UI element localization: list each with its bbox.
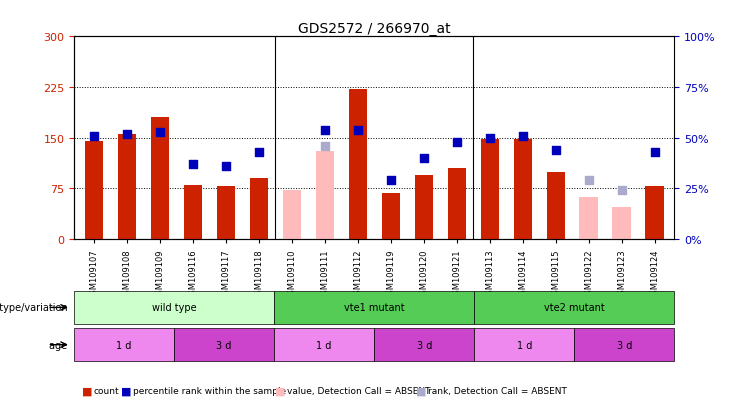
Bar	[613, 207, 631, 240]
Bar	[382, 194, 399, 240]
Bar	[579, 197, 598, 240]
Bar	[84, 142, 103, 240]
Text: ■: ■	[416, 385, 427, 395]
Text: ■: ■	[275, 385, 285, 395]
Text: vte2 mutant: vte2 mutant	[544, 303, 605, 313]
Bar	[448, 169, 466, 240]
Bar	[282, 190, 301, 240]
Text: ■: ■	[122, 385, 132, 395]
Text: count: count	[93, 386, 119, 395]
Point	[648, 149, 660, 156]
Bar	[514, 140, 532, 240]
Point	[484, 135, 496, 142]
Point	[121, 131, 133, 138]
Text: 3 d: 3 d	[216, 340, 232, 350]
Text: age: age	[49, 340, 70, 350]
Text: 1 d: 1 d	[516, 340, 532, 350]
Text: vte1 mutant: vte1 mutant	[344, 303, 405, 313]
Text: 1 d: 1 d	[316, 340, 332, 350]
Point	[418, 155, 430, 162]
Point	[319, 127, 330, 133]
Bar	[547, 172, 565, 240]
Point	[550, 147, 562, 154]
Text: 1 d: 1 d	[116, 340, 132, 350]
Point	[154, 129, 166, 135]
Point	[451, 139, 462, 146]
Point	[352, 127, 364, 133]
Text: ■: ■	[82, 385, 92, 395]
Point	[253, 149, 265, 156]
Bar	[184, 185, 202, 240]
Text: 3 d: 3 d	[617, 340, 632, 350]
Bar	[118, 135, 136, 240]
Point	[582, 178, 594, 184]
Bar	[349, 90, 367, 240]
Text: rank, Detection Call = ABSENT: rank, Detection Call = ABSENT	[428, 386, 567, 395]
Bar	[316, 152, 333, 240]
Text: percentile rank within the sample: percentile rank within the sample	[133, 386, 286, 395]
Point	[187, 161, 199, 168]
Bar	[415, 176, 433, 240]
Bar	[216, 187, 235, 240]
Point	[220, 164, 232, 170]
Point	[385, 178, 396, 184]
Title: GDS2572 / 266970_at: GDS2572 / 266970_at	[298, 22, 451, 36]
Point	[616, 188, 628, 194]
Text: 3 d: 3 d	[416, 340, 432, 350]
Bar	[481, 140, 499, 240]
Point	[88, 133, 100, 140]
Bar	[150, 118, 169, 240]
Text: genotype/variation: genotype/variation	[0, 303, 70, 313]
Bar	[645, 187, 664, 240]
Text: wild type: wild type	[152, 303, 196, 313]
Text: value, Detection Call = ABSENT: value, Detection Call = ABSENT	[287, 386, 431, 395]
Point	[319, 143, 330, 150]
Point	[516, 133, 528, 140]
Bar	[250, 179, 268, 240]
